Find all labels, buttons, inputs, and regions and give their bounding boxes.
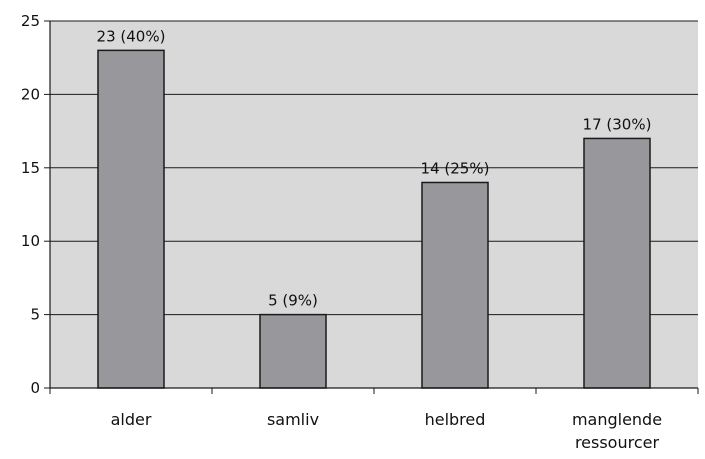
x-category-label: helbred (425, 410, 486, 429)
axes (44, 20, 699, 394)
data-label: 5 (9%) (268, 292, 318, 310)
data-label: 17 (30%) (583, 115, 652, 133)
x-category-label: samliv (267, 410, 319, 429)
y-tick-label: 0 (30, 379, 40, 397)
x-category-label: alder (111, 410, 152, 429)
y-tick-label: 15 (21, 159, 40, 177)
bar-2 (421, 181, 489, 389)
y-tick-label: 5 (30, 306, 40, 324)
bar-0 (97, 49, 165, 389)
y-tick-label: 10 (21, 232, 40, 250)
x-category-label: manglende (572, 410, 662, 429)
y-tick-label: 20 (21, 85, 40, 103)
bar-3 (583, 137, 651, 389)
bars (97, 49, 651, 389)
data-label: 14 (25%) (421, 159, 490, 177)
bar-1 (259, 313, 327, 389)
labels: 0 5 10 15 20 25 23 (40%) alder 5 (9%) samliv 14 (2… (21, 12, 662, 452)
data-label: 23 (40%) (97, 27, 166, 45)
y-tick-label: 25 (21, 12, 40, 30)
x-category-label: ressourcer (575, 433, 660, 452)
